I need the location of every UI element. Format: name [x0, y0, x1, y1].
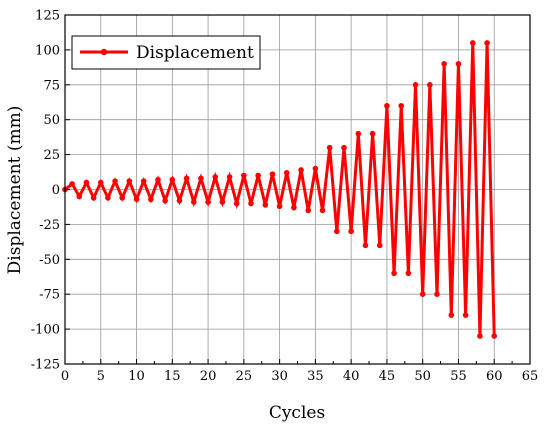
- data-point: [269, 171, 276, 177]
- data-point: [391, 270, 397, 277]
- x-tick-label: 20: [200, 369, 217, 384]
- y-tick-label: 75: [43, 78, 60, 93]
- data-point: [226, 174, 233, 180]
- x-tick-label: 45: [379, 369, 396, 384]
- data-point: [305, 207, 312, 214]
- x-tick-label: 15: [164, 369, 181, 384]
- data-point: [155, 176, 161, 183]
- data-point: [362, 242, 369, 249]
- ticks: 0 5 10 15 20 25 30 35 40 45 50 55 60 651251007550250-…: [31, 9, 538, 385]
- data-point: [419, 291, 426, 298]
- data-point: [205, 199, 211, 205]
- data-point: [384, 102, 390, 109]
- legend: Displacement: [71, 35, 261, 70]
- data-point: [241, 172, 247, 179]
- data-point: [455, 61, 462, 67]
- y-tick-label: 25: [43, 148, 60, 163]
- x-tick-label: 10: [128, 369, 145, 384]
- data-point: [190, 199, 197, 205]
- data-point: [90, 195, 97, 201]
- x-tick-label: 65: [522, 369, 539, 384]
- legend-label: Displacement: [136, 43, 254, 63]
- data-point: [69, 181, 75, 187]
- x-tick-label: 35: [307, 369, 324, 384]
- data-point: [348, 228, 354, 235]
- data-point: [198, 175, 204, 182]
- data-point: [477, 333, 483, 339]
- legend-marker: [100, 48, 108, 56]
- data-point: [133, 196, 140, 203]
- data-point: [434, 291, 440, 298]
- x-tick-label: 40: [343, 369, 360, 384]
- x-tick-label: 0: [61, 369, 69, 384]
- data-point: [405, 270, 412, 277]
- data-point: [469, 40, 476, 46]
- data-point: [176, 197, 183, 204]
- data-point: [148, 196, 154, 203]
- x-tick-label: 55: [450, 369, 467, 384]
- data-point: [398, 102, 405, 109]
- data-point: [312, 165, 319, 172]
- data-point: [212, 174, 219, 180]
- y-tick-label: 125: [35, 9, 60, 24]
- data-point: [326, 144, 333, 151]
- data-point: [126, 178, 133, 184]
- data-point: [412, 82, 419, 88]
- data-point: [255, 172, 261, 179]
- data-point: [169, 176, 176, 183]
- data-point: [83, 179, 90, 186]
- data-point: [376, 242, 383, 249]
- y-tick-label: -125: [31, 358, 60, 373]
- y-tick-label: 100: [35, 43, 60, 58]
- x-tick-label: 25: [236, 369, 253, 384]
- data-point: [276, 203, 283, 210]
- data-point: [262, 202, 269, 208]
- y-tick-label: -100: [31, 323, 60, 338]
- y-tick-label: 50: [43, 113, 60, 128]
- y-tick-label: 0: [52, 183, 60, 198]
- y-tick-label: -50: [39, 253, 60, 268]
- data-point: [162, 197, 168, 204]
- data-point: [319, 207, 326, 214]
- data-point: [369, 130, 376, 137]
- data-point: [105, 195, 111, 201]
- x-axis-title: Cycles: [269, 403, 325, 423]
- data-point: [462, 312, 469, 318]
- data-point: [97, 179, 104, 186]
- data-point: [334, 228, 340, 235]
- data-point: [248, 200, 254, 207]
- data-point: [233, 200, 240, 207]
- x-tick-label: 60: [486, 369, 503, 384]
- x-tick-label: 30: [271, 369, 288, 384]
- data-point: [441, 61, 447, 67]
- data-point: [119, 195, 126, 201]
- y-tick-label: -75: [39, 288, 60, 303]
- data-point: [484, 40, 490, 46]
- data-point: [448, 312, 455, 318]
- data-point: [291, 204, 297, 211]
- data-point: [76, 193, 83, 200]
- x-tick-label: 5: [97, 369, 105, 384]
- data-point: [112, 178, 118, 184]
- data-point: [298, 167, 304, 173]
- data-point: [219, 199, 226, 205]
- data-point: [140, 178, 147, 184]
- data-point: [283, 169, 290, 176]
- data-point: [427, 82, 433, 88]
- series-layer: [62, 40, 498, 339]
- data-point: [183, 175, 190, 182]
- x-tick-label: 50: [414, 369, 431, 384]
- data-point: [355, 130, 362, 137]
- y-tick-label: -25: [39, 218, 60, 233]
- data-point: [341, 144, 347, 151]
- data-point: [491, 333, 498, 339]
- y-axis-title: Displacement (mm): [5, 106, 25, 275]
